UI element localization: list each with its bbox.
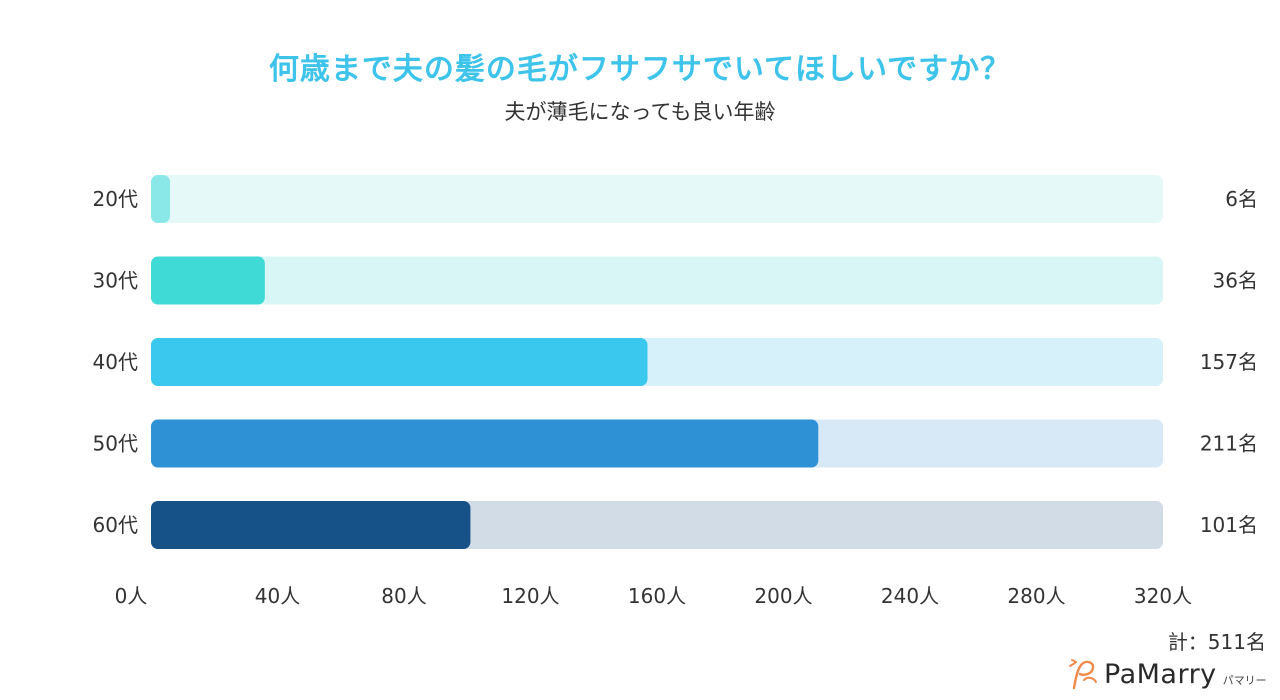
pamarry-logo: PaMarry パマリー bbox=[1066, 656, 1267, 692]
chart-subtitle: 夫が薄毛になっても良い年齢 bbox=[504, 100, 776, 124]
x-tick-label: 40人 bbox=[255, 584, 300, 608]
x-tick-label: 160人 bbox=[628, 584, 686, 608]
chart-title: 何歳まで夫の髪の毛がフサフサでいてほしいですか？ bbox=[268, 52, 1012, 87]
x-tick-label: 280人 bbox=[1007, 584, 1065, 608]
category-label: 50代 bbox=[93, 432, 138, 456]
x-tick-label: 120人 bbox=[501, 584, 559, 608]
category-label: 20代 bbox=[93, 187, 138, 211]
bar bbox=[151, 256, 265, 305]
logo-mark-icon bbox=[1069, 659, 1097, 690]
logo-wordmark: PaMarry bbox=[1104, 658, 1217, 690]
bar bbox=[151, 338, 648, 386]
value-label: 101名 bbox=[1200, 513, 1258, 537]
value-label: 157名 bbox=[1200, 350, 1258, 374]
x-tick-label: 320人 bbox=[1134, 584, 1192, 608]
bar-track bbox=[151, 256, 1163, 305]
category-label: 30代 bbox=[93, 269, 138, 293]
bar bbox=[151, 419, 819, 468]
x-tick-label: 200人 bbox=[754, 584, 812, 608]
bar bbox=[151, 501, 471, 549]
value-label: 6名 bbox=[1225, 187, 1258, 211]
logo-katakana: パマリー bbox=[1222, 674, 1267, 687]
total-count: 計：511名 bbox=[1167, 630, 1266, 654]
x-tick-label: 240人 bbox=[881, 584, 939, 608]
bar bbox=[151, 175, 170, 223]
value-label: 211名 bbox=[1200, 432, 1258, 456]
bar-chart: 20代 6名 30代 36名 40代 157名 50代 211名 60代 101名 0人 40人 80人… bbox=[93, 175, 1258, 608]
value-label: 36名 bbox=[1213, 269, 1258, 293]
bar-track bbox=[151, 175, 1163, 223]
x-tick-label: 0人 bbox=[115, 584, 148, 608]
x-tick-label: 80人 bbox=[381, 584, 426, 608]
category-label: 60代 bbox=[93, 513, 138, 537]
category-label: 40代 bbox=[93, 350, 138, 374]
